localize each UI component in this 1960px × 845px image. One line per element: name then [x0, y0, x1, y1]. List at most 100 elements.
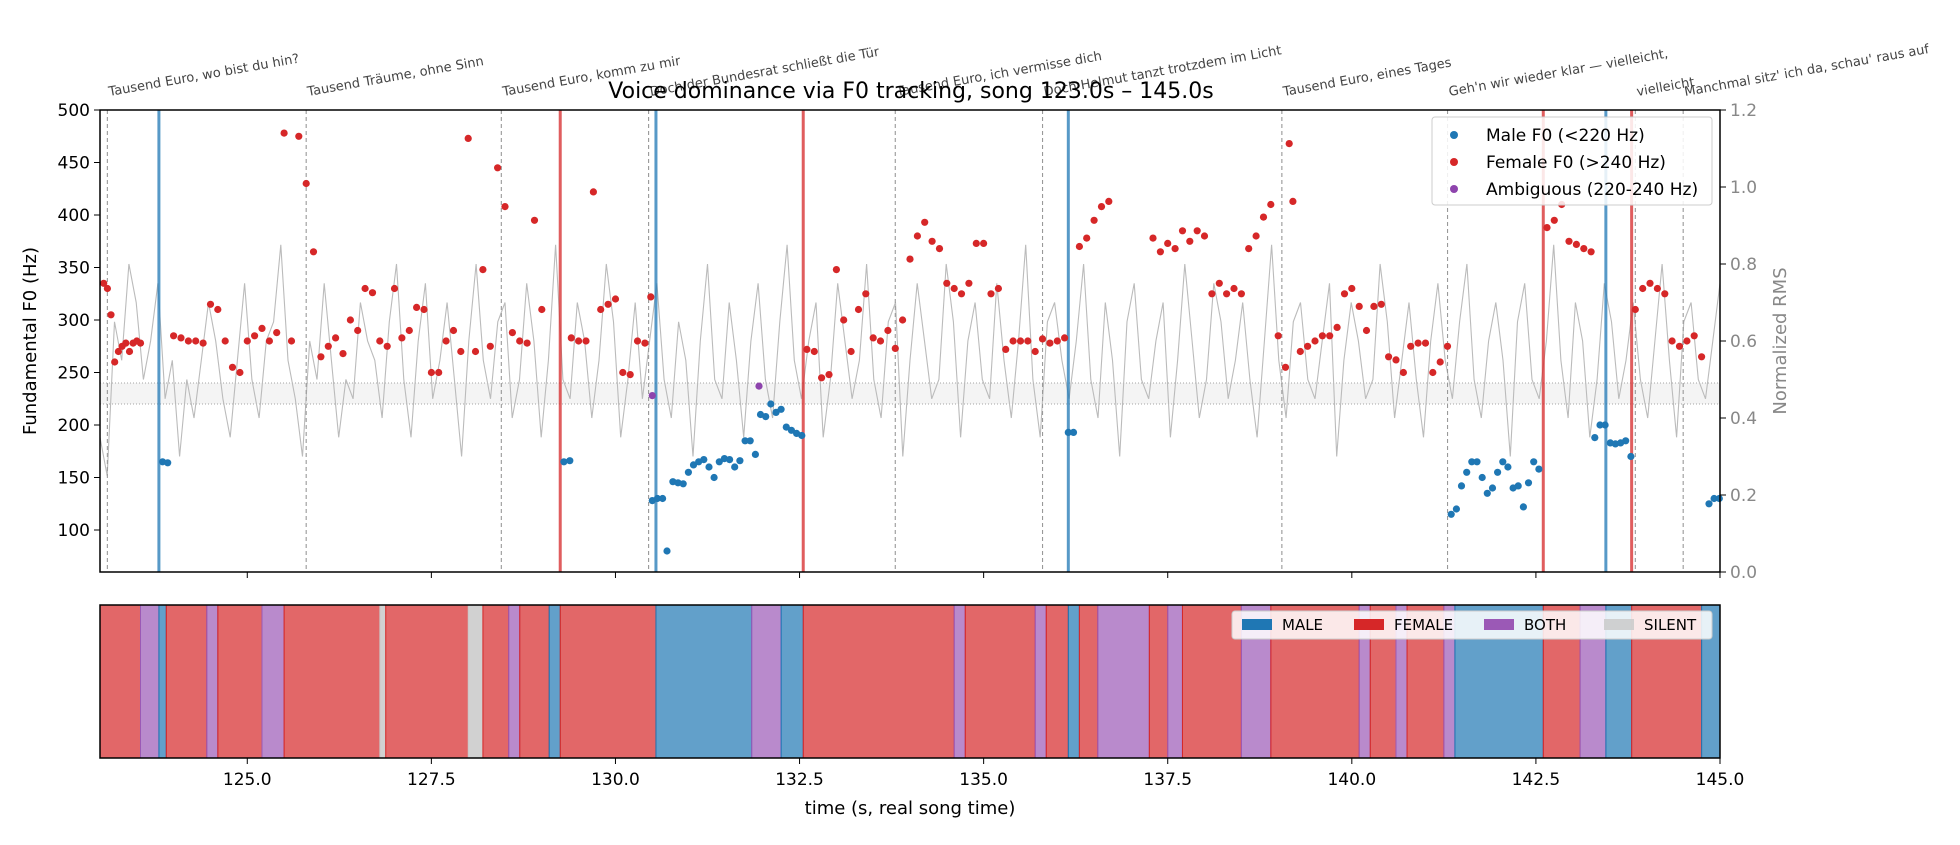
f0-point: [755, 382, 763, 390]
f0-point: [1186, 237, 1194, 245]
f0-point: [1519, 503, 1527, 511]
segment-female: [559, 604, 657, 759]
segment-both: [751, 604, 782, 759]
f0-point: [928, 237, 936, 245]
f0-point: [100, 279, 108, 287]
f0-point: [611, 295, 620, 303]
f0-legend: Male F0 (<220 Hz) Female F0 (>240 Hz) Ambi…: [1431, 116, 1713, 206]
f0-point: [376, 337, 384, 345]
f0-point: [1061, 334, 1069, 342]
legend-swatch: [1242, 619, 1272, 630]
f0-point: [1436, 358, 1444, 366]
f0-point: [136, 339, 145, 347]
f0-point: [1494, 468, 1502, 476]
f0-point: [684, 468, 693, 476]
f0-point: [869, 334, 877, 342]
f0-point: [762, 413, 770, 421]
f0-point: [383, 342, 391, 350]
f0-point: [1069, 428, 1078, 436]
y-tick-label: 200: [58, 416, 90, 436]
f0-point: [1565, 237, 1573, 245]
f0-point: [935, 245, 944, 253]
f0-point: [228, 363, 237, 371]
f0-point: [236, 368, 244, 377]
f0-point: [1414, 339, 1422, 347]
f0-point: [1392, 356, 1400, 364]
f0-point: [1690, 332, 1698, 340]
f0-point: [1031, 347, 1039, 356]
y-tick-label: 300: [58, 311, 90, 331]
f0-point: [847, 347, 855, 356]
f0-point: [1326, 332, 1334, 340]
f0-point: [641, 339, 649, 347]
f0-point: [1639, 284, 1647, 293]
f0-point: [508, 329, 516, 337]
f0-point: [1105, 197, 1113, 205]
segment-female: [964, 604, 1036, 759]
f0-point: [1267, 200, 1275, 209]
f0-point: [1281, 363, 1290, 371]
f0-point: [1421, 339, 1430, 347]
f0-point: [659, 494, 667, 503]
f0-point: [273, 329, 281, 337]
f0-point: [265, 337, 273, 345]
f0-point: [251, 332, 259, 340]
f0-point: [405, 326, 413, 335]
f0-point: [1488, 484, 1497, 492]
f0-point: [891, 344, 899, 352]
y-axis-label: Fundamental F0 (Hz): [20, 247, 41, 435]
y-tick-label: 500: [58, 101, 90, 121]
f0-point: [111, 358, 119, 366]
legend-marker: [1450, 158, 1458, 166]
f0-point: [1274, 332, 1282, 340]
f0-point: [1009, 337, 1017, 345]
f0-point: [1514, 482, 1522, 490]
f0-point: [921, 218, 929, 226]
f0-point: [1215, 279, 1223, 287]
f0-point: [1064, 428, 1072, 436]
f0-point: [972, 239, 980, 247]
segment-both: [206, 604, 219, 759]
legend-label: SILENT: [1644, 616, 1697, 634]
f0-point: [1075, 242, 1083, 251]
f0-point: [1447, 510, 1455, 518]
f0-point: [114, 347, 122, 356]
segment-male: [780, 604, 804, 759]
f0-point: [1285, 140, 1293, 148]
f0-point: [777, 405, 785, 413]
f0-point: [1710, 494, 1718, 503]
segment-male: [548, 604, 561, 759]
f0-point: [818, 374, 826, 382]
f0-point: [1230, 284, 1238, 293]
f0-point: [1504, 463, 1512, 471]
f0-point: [295, 132, 303, 140]
f0-point: [1591, 434, 1599, 442]
f0-point: [906, 255, 914, 263]
f0-point: [427, 368, 435, 377]
f0-point: [420, 305, 428, 314]
y-tick-label: 450: [58, 154, 90, 174]
f0-point: [1452, 505, 1460, 513]
f0-point: [449, 326, 458, 335]
f0-point: [726, 456, 734, 464]
segment-female: [165, 604, 208, 759]
f0-point: [653, 494, 662, 503]
segment-female: [385, 604, 469, 759]
legend-label: Female F0 (>240 Hz): [1486, 153, 1666, 173]
f0-point: [1289, 197, 1297, 205]
f0-point: [987, 290, 995, 298]
f0-point: [840, 316, 848, 324]
f0-point: [1245, 245, 1253, 253]
segment-male: [1067, 604, 1080, 759]
y2-tick-label: 0.2: [1730, 486, 1757, 506]
f0-point: [619, 368, 627, 377]
f0-point: [647, 293, 655, 301]
f0-point: [1535, 465, 1543, 473]
f0-point: [125, 347, 134, 356]
f0-point: [1429, 368, 1437, 377]
f0-point: [689, 461, 698, 469]
segment-female: [217, 604, 263, 759]
f0-point: [523, 339, 531, 347]
